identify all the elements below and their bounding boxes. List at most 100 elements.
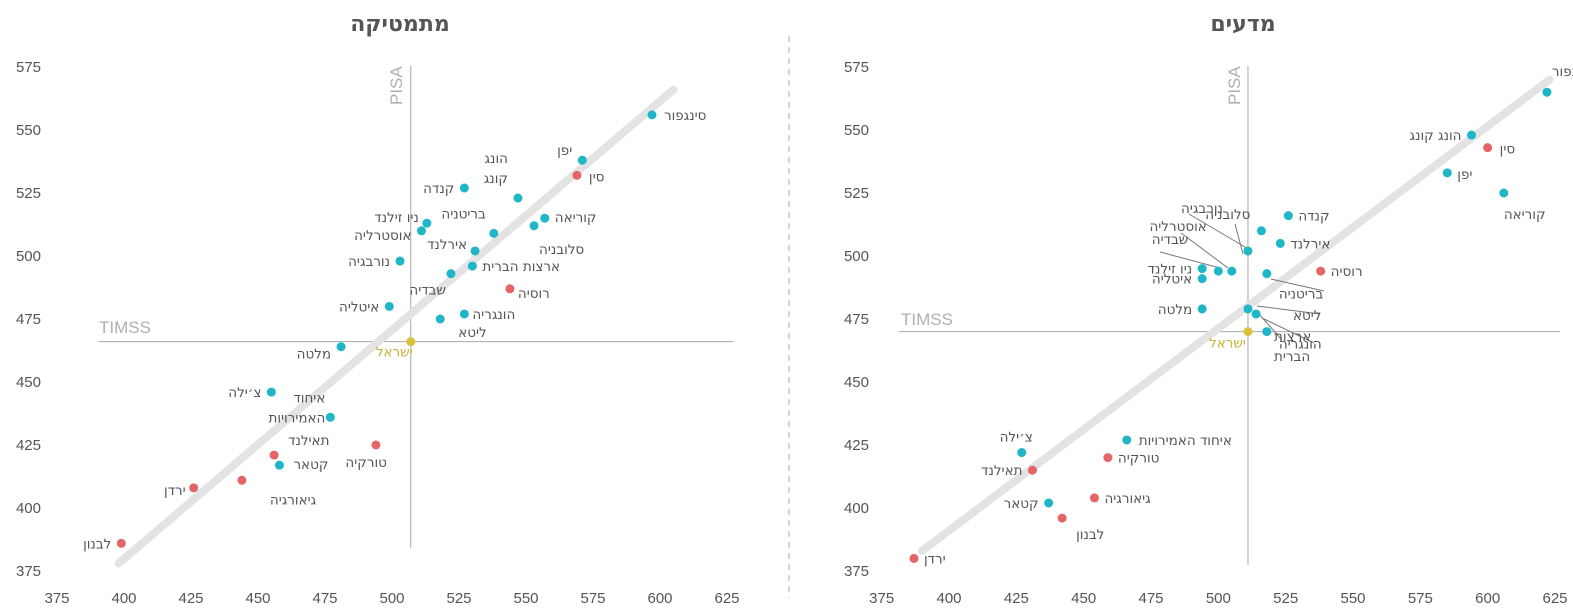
point-label-סינגפור: סינגפור xyxy=(664,108,707,124)
point-קוריאה xyxy=(540,213,550,223)
point-תאילנד xyxy=(1027,465,1037,475)
x-tick-label: 400 xyxy=(111,590,136,607)
y-tick-label: 575 xyxy=(16,59,41,76)
x-tick-label: 450 xyxy=(1071,590,1096,607)
x-tick-label: 525 xyxy=(1273,590,1298,607)
point-ניו-זילנד xyxy=(1197,264,1207,274)
trend-line xyxy=(114,85,678,568)
trend-line xyxy=(918,75,1554,555)
point-label-קטאר: קטאר xyxy=(1004,496,1039,512)
point-גיאורגיה xyxy=(1089,493,1099,503)
point-טורקיה xyxy=(1103,453,1113,463)
timss-axis-label: TIMSS xyxy=(901,310,953,329)
point-אירלנד xyxy=(1275,238,1285,248)
point-label-תאילנד: תאילנד xyxy=(981,463,1022,479)
point-label-נורבגיה: נורבגיה xyxy=(1181,201,1223,217)
point-שבדיה xyxy=(446,269,456,279)
y-tick-label: 450 xyxy=(16,374,41,391)
x-tick-label: 550 xyxy=(1340,590,1365,607)
x-tick-label: 425 xyxy=(1004,590,1029,607)
y-tick-label: 425 xyxy=(16,437,41,454)
point-רוסיה xyxy=(505,284,515,294)
point-קוריאה xyxy=(1499,188,1509,198)
point-label-לבנון: לבנון xyxy=(1076,527,1104,543)
math-scatter-panel: מתמטיקה TIMSS PISA 375 400 425 450 475 500 525… xyxy=(16,12,740,607)
x-tick-label: 450 xyxy=(245,590,270,607)
point-label-תאילנד: תאילנד xyxy=(288,433,329,449)
point-label-ירדן: ירדן xyxy=(164,483,186,499)
point-ירדן xyxy=(909,553,919,563)
point-label-ישראל: ישראל xyxy=(376,345,413,361)
y-tick-label: 375 xyxy=(844,563,869,580)
y-tick-label: 575 xyxy=(844,59,869,76)
x-tick-label: 475 xyxy=(312,590,337,607)
point-label-אוסטרליה: אוסטרליה xyxy=(1149,219,1206,235)
point-אירלנד xyxy=(470,246,480,256)
leader-line-בריטניה xyxy=(1270,278,1325,292)
point-label-ניו-זילנד: ניו זילנד xyxy=(374,210,419,226)
point-סלובניה xyxy=(1256,226,1266,236)
science-scatter-panel: מדעים TIMSS PISA 375 400 425 450 475 500 525 55… xyxy=(844,12,1573,607)
y-tick-label: 500 xyxy=(16,248,41,265)
y-tick-label: 375 xyxy=(16,563,41,580)
point-סלובניה xyxy=(529,221,539,231)
leader-line-הונגריה xyxy=(1261,317,1315,344)
point-ליטא xyxy=(435,314,445,324)
point-נורבגיה xyxy=(395,256,405,266)
x-tick-label: 525 xyxy=(446,590,471,607)
point-לבנון xyxy=(116,538,126,548)
point-label-בריטניה: בריטניה xyxy=(1279,287,1324,303)
point-לבנון xyxy=(1057,513,1067,523)
chart-title: מדעים xyxy=(1210,12,1275,37)
point-label-סלובניה: סלובניה xyxy=(539,242,584,258)
point-ליטא xyxy=(1243,304,1253,314)
point-בריטניה xyxy=(1262,269,1272,279)
point-label-הונגריה: הונגריה xyxy=(1279,337,1322,353)
point-label-קנדה: קנדה xyxy=(1298,209,1329,225)
x-tick-label: 475 xyxy=(1138,590,1163,607)
y-tick-label: 525 xyxy=(16,185,41,202)
leader-line-אוסטרליה xyxy=(1180,232,1229,269)
point-label-גיאורגיה: גיאורגיה xyxy=(1104,491,1151,507)
point-שבדיה xyxy=(1213,266,1223,276)
point-הונגריה xyxy=(459,309,469,319)
point-סינגפור xyxy=(647,110,657,120)
point-label-ליטא: ליטא xyxy=(458,325,486,341)
point-סינגפור xyxy=(1542,87,1552,97)
point-label-צ׳ילה: צ׳ילה xyxy=(1000,430,1033,446)
leader-line-ליטא xyxy=(1256,305,1321,315)
point-צ׳ילה xyxy=(1017,448,1027,458)
point-label-איטליה: איטליה xyxy=(339,299,379,315)
x-tick-label: 575 xyxy=(1408,590,1433,607)
point-איחוד-האמירויות xyxy=(1122,435,1132,445)
point-label-ישראל: ישראל xyxy=(1209,336,1246,352)
point-label-קוריאה: קוריאה xyxy=(555,210,597,226)
x-tick-label: 375 xyxy=(44,590,69,607)
point-צ׳ילה xyxy=(266,387,276,397)
point-אוסטרליה xyxy=(1227,266,1237,276)
point-ישראל xyxy=(406,337,416,347)
point-label-ניו-זילנד: ניו זילנד xyxy=(1148,262,1193,278)
point-label-ליטא: ליטא xyxy=(1293,308,1321,324)
point-ישראל xyxy=(1243,327,1253,337)
point-label-סינגפור: סינגפור xyxy=(1552,64,1573,80)
x-tick-label: 600 xyxy=(647,590,672,607)
point-label-איחוד-האמירויות: איחוד האמירויות xyxy=(1139,433,1232,449)
y-tick-label: 425 xyxy=(844,437,869,454)
x-tick-label: 625 xyxy=(1542,590,1567,607)
point-סין xyxy=(1483,143,1493,153)
point-נורבגיה xyxy=(1243,246,1253,256)
y-tick-label: 550 xyxy=(16,122,41,139)
timss-axis-label: TIMSS xyxy=(99,318,151,337)
x-tick-label: 500 xyxy=(379,590,404,607)
point-label-הונגריה: הונגריה xyxy=(472,307,515,323)
point-label-טורקיה: טורקיה xyxy=(345,455,387,471)
point-label-סין: סין xyxy=(589,169,605,185)
x-tick-label: 600 xyxy=(1475,590,1500,607)
x-tick-label: 625 xyxy=(714,590,739,607)
point-תאילנד xyxy=(269,450,279,460)
point-label-סלובניה: סלובניה xyxy=(1205,207,1250,223)
leader-line-ארצות-הברית xyxy=(1257,312,1283,341)
point-label-קטאר: קטאר xyxy=(293,457,328,473)
point-קטאר xyxy=(274,460,284,470)
